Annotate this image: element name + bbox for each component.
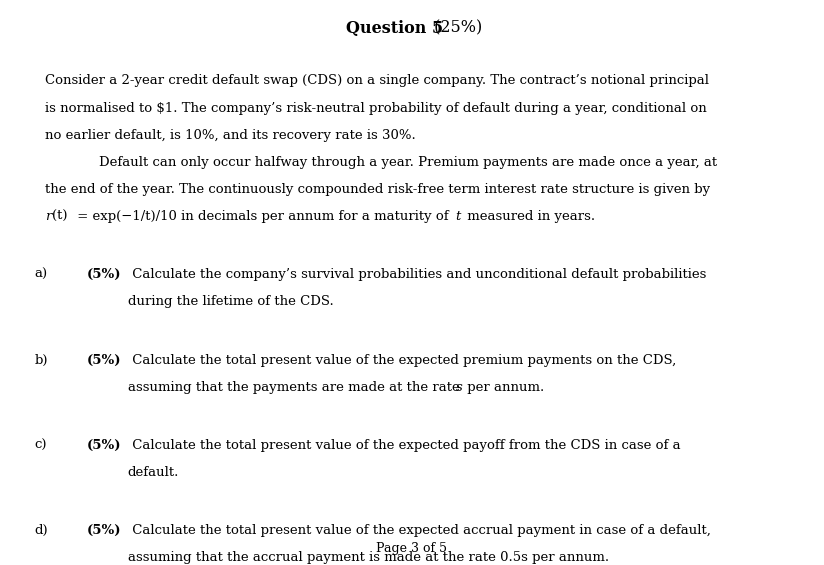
Text: (t): (t) — [52, 210, 68, 223]
Text: (5%): (5%) — [87, 524, 121, 537]
Text: c): c) — [35, 439, 47, 452]
Text: (5%): (5%) — [87, 268, 121, 281]
Text: = exp(−1/t)/10 in decimals per annum for a maturity of: = exp(−1/t)/10 in decimals per annum for… — [73, 210, 452, 223]
Text: default.: default. — [128, 466, 179, 479]
Text: the end of the year. The continuously compounded risk-free term interest rate st: the end of the year. The continuously co… — [45, 183, 710, 196]
Text: Calculate the company’s survival probabilities and unconditional default probabi: Calculate the company’s survival probabi… — [128, 268, 706, 281]
Text: Calculate the total present value of the expected premium payments on the CDS,: Calculate the total present value of the… — [128, 354, 676, 367]
Text: Calculate the total present value of the expected payoff from the CDS in case of: Calculate the total present value of the… — [128, 439, 681, 452]
Text: measured in years.: measured in years. — [462, 210, 595, 223]
Text: Default can only occur halfway through a year. Premium payments are made once a : Default can only occur halfway through a… — [99, 156, 717, 169]
Text: assuming that the payments are made at the rate: assuming that the payments are made at t… — [128, 381, 464, 394]
Text: assuming that the accrual payment is made at the rate 0.5s per annum.: assuming that the accrual payment is mad… — [128, 551, 609, 564]
Text: a): a) — [35, 268, 48, 281]
Text: r: r — [45, 210, 52, 223]
Text: s: s — [456, 381, 463, 394]
Text: b): b) — [35, 354, 48, 367]
Text: Calculate the total present value of the expected accrual payment in case of a d: Calculate the total present value of the… — [128, 524, 710, 537]
Text: (5%): (5%) — [87, 439, 121, 452]
Text: during the lifetime of the CDS.: during the lifetime of the CDS. — [128, 295, 334, 308]
Text: Consider a 2-year credit default swap (CDS) on a single company. The contract’s : Consider a 2-year credit default swap (C… — [45, 75, 709, 88]
Text: (25%): (25%) — [428, 20, 482, 37]
Text: is normalised to $1. The company’s risk-neutral probability of default during a : is normalised to $1. The company’s risk-… — [45, 102, 707, 115]
Text: no earlier default, is 10%, and its recovery rate is 30%.: no earlier default, is 10%, and its reco… — [45, 129, 416, 142]
Text: per annum.: per annum. — [463, 381, 544, 394]
Text: d): d) — [35, 524, 49, 537]
Text: t: t — [456, 210, 461, 223]
Text: (5%): (5%) — [87, 354, 121, 367]
Text: Question 5: Question 5 — [346, 20, 442, 37]
Text: Page 3 of 5: Page 3 of 5 — [377, 542, 447, 555]
